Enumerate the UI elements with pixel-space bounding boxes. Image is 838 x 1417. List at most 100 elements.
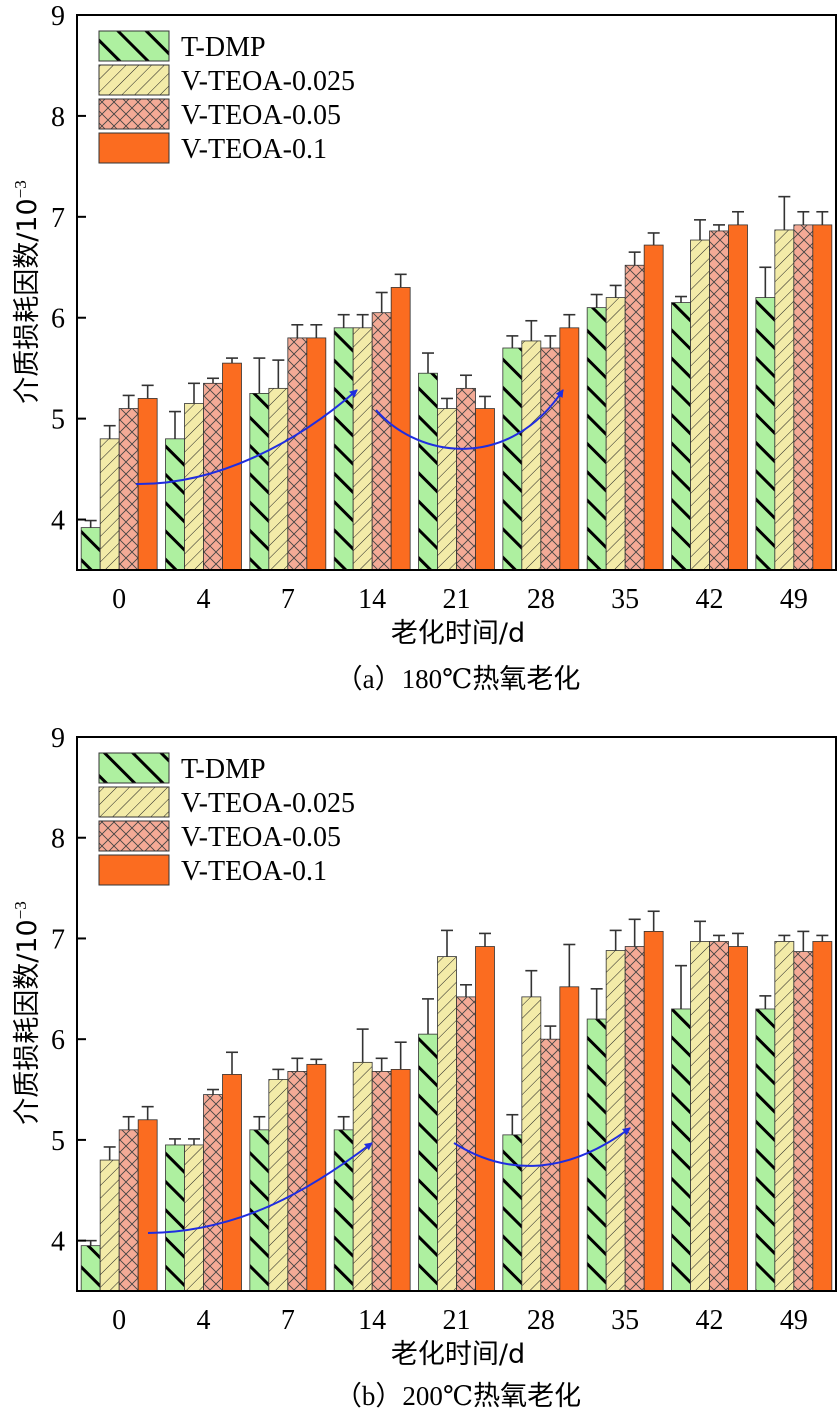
chart-a-bar-v-teoa-0-1-49d <box>812 224 833 571</box>
chart-a-x-tick-label: 35 <box>611 584 639 615</box>
chart-b-bar-v-teoa-0-025-14d <box>352 1061 373 1292</box>
chart-a-bar-v-teoa-0-1-7d <box>306 337 327 571</box>
chart-a-x-tick-label: 28 <box>527 584 555 615</box>
chart-b-legend-label: V-TEOA-0.1 <box>181 856 327 887</box>
chart-a-bar-t-dmp-14d <box>333 327 354 571</box>
chart-a-bars <box>80 224 833 571</box>
chart-a-bar-v-teoa-0-025-49d <box>774 229 795 571</box>
chart-b-bar-v-teoa-0-025-0d <box>99 1159 120 1292</box>
chart-b-x-tick-label: 4 <box>197 1305 211 1336</box>
chart-a-bar-v-teoa-0-025-21d <box>437 408 457 571</box>
chart-b-y-tick-label: 4 <box>51 1227 65 1258</box>
chart-a-x-tick-label: 42 <box>696 584 724 615</box>
chart-b-bar-t-dmp-14d <box>333 1129 354 1292</box>
chart-a-legend-swatch <box>98 30 170 62</box>
chart-a-bar-t-dmp-21d <box>418 372 438 571</box>
chart-a-bar-v-teoa-0-1-21d <box>475 408 495 571</box>
chart-a-bar-t-dmp-49d <box>755 297 776 571</box>
chart-b-bar-v-teoa-0-1-0d <box>137 1119 158 1292</box>
chart-a-y-tick-label: 7 <box>51 203 65 234</box>
chart-a-x-tick-label: 21 <box>443 584 471 615</box>
chart-a-bar-v-teoa-0-05-14d <box>371 312 392 571</box>
chart-b-bar-v-teoa-0-05-14d <box>371 1071 392 1292</box>
chart-b-y-tick-label: 5 <box>51 1126 65 1157</box>
chart-b-legend-label: V-TEOA-0.025 <box>181 788 355 819</box>
chart-b-y-tick-label: 8 <box>51 824 65 855</box>
chart-a-y-tick-label: 4 <box>51 506 65 537</box>
chart-b-bar-v-teoa-0-025-28d <box>521 996 542 1292</box>
chart-b-caption: （b）200℃热氧老化 <box>335 1381 581 1411</box>
chart-b-bar-v-teoa-0-1-42d <box>728 946 748 1292</box>
chart-b-trend-arrow-dip-rise <box>453 1127 631 1167</box>
chart-b-y-axis-label: 介质损耗因数/10−3 <box>11 901 43 1125</box>
chart-a-legend-swatch <box>98 132 170 164</box>
chart-b-x-tick-label: 49 <box>780 1305 808 1336</box>
chart-a-bar-t-dmp-28d <box>502 347 523 571</box>
chart-b-legend-swatch <box>98 854 170 886</box>
chart-b-x-tick-label: 35 <box>611 1305 639 1336</box>
chart-b-x-tick-label: 7 <box>281 1305 295 1336</box>
chart-a-x-tick-label: 7 <box>281 584 295 615</box>
chart-b-bar-v-teoa-0-025-49d <box>774 941 795 1292</box>
chart-a-trend-arrow-dip-rise <box>375 389 564 450</box>
chart-b-x-axis-label: 老化时间/d <box>391 1339 525 1370</box>
chart-a-bar-v-teoa-0-025-35d <box>605 297 626 571</box>
chart-b-bar-v-teoa-0-05-4d <box>203 1094 223 1292</box>
chart-b-error-bars <box>84 910 829 1246</box>
chart-a-x-axis-label: 老化时间/d <box>391 618 525 649</box>
chart-b-x-tick-label: 28 <box>527 1305 555 1336</box>
chart-b-legend-swatch <box>98 820 170 852</box>
chart-b-x-tick-label: 42 <box>696 1305 724 1336</box>
chart-b-x-tick-label: 14 <box>358 1305 386 1336</box>
chart-b-legend-label: T-DMP <box>181 754 266 785</box>
chart-b-bar-t-dmp-35d <box>586 1018 607 1292</box>
chart-b-bar-v-teoa-0-1-4d <box>222 1074 242 1292</box>
chart-a: 4 5 6 7 8 9 0 4 7 14 21 28 35 42 49 T-DMPV-TEOA-0.025… <box>11 1 837 694</box>
chart-b-bar-t-dmp-49d <box>755 1008 776 1292</box>
chart-b-x-tick-label: 21 <box>443 1305 471 1336</box>
chart-b-bar-v-teoa-0-025-4d <box>184 1144 204 1292</box>
chart-b-bar-v-teoa-0-025-35d <box>605 950 626 1292</box>
chart-a-legend-swatch <box>98 64 170 96</box>
chart-a-y-tick-label: 8 <box>51 102 65 133</box>
chart-b-bar-v-teoa-0-1-21d <box>475 946 495 1292</box>
chart-a-y-tick-label: 6 <box>51 304 65 335</box>
chart-a-plot-frame <box>76 14 837 571</box>
chart-b-bar-v-teoa-0-05-7d <box>287 1071 308 1292</box>
chart-a-bar-v-teoa-0-025-42d <box>690 239 710 571</box>
chart-b-bar-t-dmp-4d <box>165 1144 185 1292</box>
chart-a-x-ticks: 0 4 7 14 21 28 35 42 49 <box>112 584 808 615</box>
chart-a-bar-v-teoa-0-05-7d <box>287 337 308 571</box>
chart-a-bar-v-teoa-0-1-14d <box>390 287 411 571</box>
chart-a-bar-v-teoa-0-05-28d <box>540 347 561 571</box>
chart-a-bar-v-teoa-0-05-4d <box>203 382 223 571</box>
chart-a-legend-label: V-TEOA-0.1 <box>181 134 327 165</box>
chart-b-bar-t-dmp-0d <box>80 1245 101 1292</box>
chart-b-bar-v-teoa-0-025-21d <box>437 956 457 1292</box>
chart-a-x-tick-label: 49 <box>780 584 808 615</box>
chart-a-y-axis-label: 介质损耗因数/10−3 <box>11 180 43 404</box>
chart-b-legend-label: V-TEOA-0.05 <box>181 822 341 853</box>
chart-a-bar-t-dmp-4d <box>165 438 185 571</box>
chart-b-y-tick-label: 6 <box>51 1025 65 1056</box>
chart-b-bar-v-teoa-0-05-49d <box>793 951 814 1292</box>
chart-b-x-ticks: 0 4 7 14 21 28 35 42 49 <box>112 1305 808 1336</box>
chart-b-y-ticks: 4 5 6 7 8 9 <box>51 723 86 1258</box>
chart-a-x-tick-label: 14 <box>358 584 386 615</box>
chart-a-legend-label: T-DMP <box>181 32 266 63</box>
chart-a-bar-v-teoa-0-05-21d <box>456 387 476 571</box>
chart-b-legend-swatch <box>98 786 170 818</box>
chart-a-legend-label: V-TEOA-0.05 <box>181 100 341 131</box>
chart-a-bar-v-teoa-0-025-0d <box>99 438 120 571</box>
chart-b-legend-swatch <box>98 752 170 784</box>
chart-a-bar-v-teoa-0-1-42d <box>728 224 748 571</box>
chart-a-y-tick-label: 9 <box>51 1 65 32</box>
chart-b-trend-arrow-rising <box>147 1142 373 1234</box>
chart-a-bar-t-dmp-0d <box>80 527 101 571</box>
chart-b-bar-v-teoa-0-1-49d <box>812 941 833 1292</box>
chart-b-x-tick-label: 0 <box>112 1305 126 1336</box>
chart-a-bar-t-dmp-35d <box>586 307 607 571</box>
